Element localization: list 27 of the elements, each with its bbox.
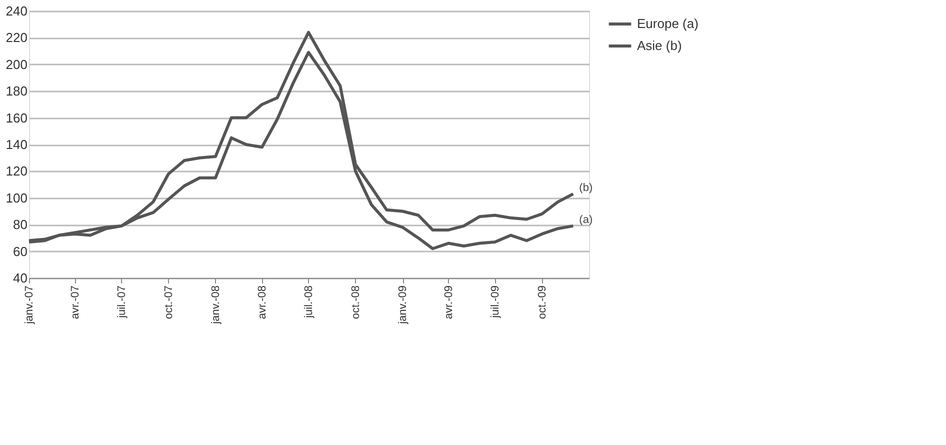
x-tick-label: juil.-07 — [116, 286, 128, 319]
annotation: (a) — [579, 214, 593, 226]
x-tick-label: oct.-09 — [536, 286, 548, 320]
y-tick-label: 80 — [13, 217, 28, 232]
y-tick-label: 200 — [6, 56, 28, 72]
y-tick-label: 60 — [13, 244, 28, 259]
x-tick-label: janv.-07 — [24, 286, 36, 325]
x-tick-label: janv.-09 — [397, 286, 410, 325]
y-tick-label: 140 — [6, 137, 28, 152]
y-tick-label: 120 — [6, 164, 28, 179]
legend-label: Europe (a) — [637, 16, 698, 31]
x-tick-label: janv.-08 — [210, 286, 222, 325]
y-tick-label: 240 — [6, 4, 28, 18]
legend-label: Asie (b) — [637, 38, 682, 53]
x-tick-label: juil.-09 — [489, 286, 502, 319]
x-tick-label: oct.-07 — [162, 286, 175, 320]
y-tick-label: 40 — [13, 270, 28, 286]
x-tick-label: juil.-08 — [302, 286, 315, 319]
x-tick-label: avr.-08 — [256, 286, 268, 320]
y-tick-label: 160 — [6, 110, 28, 126]
x-tick-label: avr.-09 — [442, 286, 455, 320]
x-tick-label: oct.-08 — [350, 286, 362, 320]
y-tick-label: 180 — [6, 84, 28, 99]
annotation: (b) — [579, 182, 593, 194]
y-tick-label: 100 — [6, 190, 28, 206]
x-tick-label: avr.-07 — [69, 286, 82, 320]
y-tick-label: 220 — [6, 30, 28, 46]
